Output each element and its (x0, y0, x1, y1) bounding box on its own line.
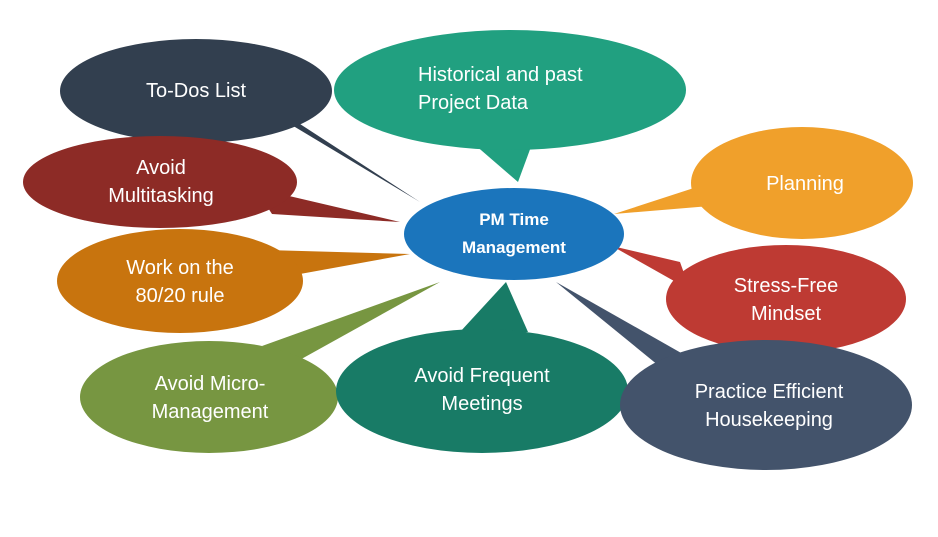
housekeeping-pointer (556, 282, 690, 370)
micro-label: Avoid Micro- Management (151, 373, 269, 423)
planning-bubble (691, 127, 913, 239)
multitask-pointer (255, 188, 400, 222)
housekeeping-label: Practice Efficient Housekeeping (694, 381, 844, 431)
micro-bubble (80, 341, 338, 453)
historical-label: Historical and past Project Data (418, 64, 583, 114)
todo-label: To-Dos List (145, 80, 247, 102)
stress-label: Stress-Free Mindset (733, 275, 839, 325)
planning-pointer (614, 186, 710, 214)
multitask-bubble (23, 136, 297, 228)
center-bubble (404, 188, 624, 280)
stress-bubble (666, 245, 906, 353)
meetings-bubble (336, 329, 628, 453)
historical-pointer (474, 144, 532, 182)
planning-label: Planning (766, 173, 844, 195)
meetings-pointer (460, 282, 528, 332)
stress-pointer (612, 246, 690, 290)
meetings-label: Avoid Frequent Meetings (414, 365, 550, 415)
micro-pointer (262, 282, 440, 362)
rule8020-label: Work on the 80/20 rule (126, 257, 234, 307)
center-label: PM Time Management (462, 210, 566, 257)
rule8020-pointer (266, 250, 410, 278)
rule8020-bubble (57, 229, 303, 333)
historical-bubble (334, 30, 686, 150)
multitask-label: Avoid Multitasking (108, 157, 214, 207)
todo-pointer (260, 106, 420, 202)
todo-bubble (60, 39, 332, 143)
housekeeping-bubble (620, 340, 912, 470)
